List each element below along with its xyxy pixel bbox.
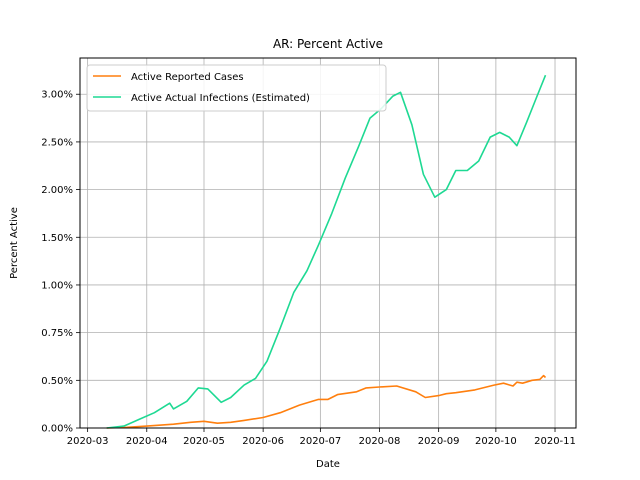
chart-title: AR: Percent Active: [273, 37, 383, 51]
x-tick-label: 2020-11: [534, 436, 576, 447]
x-tick-label: 2020-03: [67, 436, 109, 447]
y-tick-label: 1.50%: [41, 233, 73, 244]
y-axis-ticks: 0.00% 0.50% 0.75% 1.00% 1.50% 2.00% 2.50% 3.00%: [41, 90, 80, 435]
y-tick-label: 2.50%: [41, 137, 73, 148]
y-tick-label: 2.00%: [41, 185, 73, 196]
series-line-2: [106, 74, 547, 429]
series-lines: [106, 74, 547, 429]
legend-label-2: Active Actual Infections (Estimated): [131, 93, 310, 104]
y-tick-label: 0.75%: [41, 328, 73, 339]
x-axis-label: Date: [316, 459, 340, 470]
x-tick-label: 2020-04: [126, 436, 168, 447]
y-tick-label: 0.50%: [41, 376, 73, 387]
x-axis-ticks: 2020-03 2020-04 2020-05 2020-06 2020-07 2020-…: [67, 428, 576, 447]
y-tick-label: 0.00%: [41, 424, 73, 435]
series-line-1: [106, 374, 547, 429]
x-tick-label: 2020-09: [418, 436, 460, 447]
y-tick-label: 1.00%: [41, 280, 73, 291]
x-tick-label: 2020-06: [242, 436, 284, 447]
x-tick-label: 2020-10: [475, 436, 517, 447]
y-axis-label: Percent Active: [9, 207, 20, 279]
legend-box: [86, 64, 387, 112]
grid: [80, 58, 576, 429]
legend: Active Reported Cases Active Actual Infec…: [86, 64, 387, 112]
legend-label-1: Active Reported Cases: [131, 72, 244, 83]
y-tick-label: 3.00%: [41, 90, 73, 101]
x-tick-label: 2020-08: [359, 436, 401, 447]
x-tick-label: 2020-07: [299, 436, 341, 447]
plot-frame: [79, 57, 577, 429]
x-tick-label: 2020-05: [183, 436, 225, 447]
